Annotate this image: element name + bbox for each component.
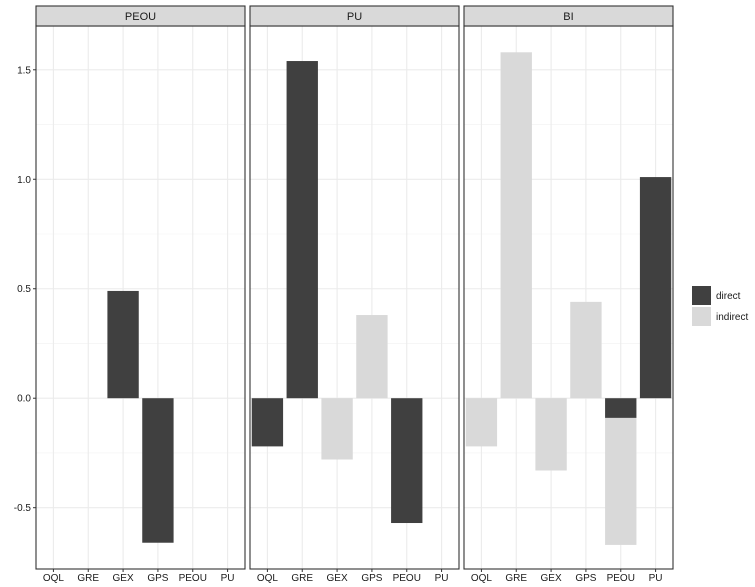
- bar-bi-peou-indirect: [605, 417, 637, 545]
- bar-bi-oql-indirect: [465, 398, 498, 447]
- y-tick-label: 0.0: [17, 394, 31, 405]
- facet-strip-label: BI: [563, 11, 573, 23]
- facet-strip: [35, 5, 246, 27]
- x-tick-label: PU: [649, 573, 663, 584]
- x-tick-label: GRE: [505, 573, 527, 584]
- x-tick-label: GRE: [77, 573, 99, 584]
- x-tick-label: PEOU: [393, 573, 421, 584]
- bar-pu-oql-direct: [251, 398, 284, 447]
- bar-pu-gre-direct: [286, 61, 318, 399]
- x-tick-label: PEOU: [179, 573, 207, 584]
- bar-pu-gex-indirect: [321, 398, 353, 460]
- panel-background: [36, 26, 245, 569]
- legend-key-indirect: [692, 307, 711, 326]
- facet-strip: [463, 5, 674, 27]
- panel-background: [250, 26, 459, 569]
- bar-peou-gex-direct: [107, 290, 139, 399]
- y-tick-label: 1.0: [17, 175, 31, 186]
- panel-background: [464, 26, 673, 569]
- y-tick-label: -0.5: [14, 503, 32, 514]
- x-tick-label: PU: [221, 573, 235, 584]
- x-tick-label: GPS: [361, 573, 382, 584]
- bar-bi-gex-indirect: [535, 398, 567, 471]
- x-tick-label: GEX: [113, 573, 134, 584]
- bar-peou-gps-direct: [142, 398, 174, 543]
- legend-key-direct: [692, 286, 711, 305]
- facet-strip: [249, 5, 460, 27]
- y-tick-label: 0.5: [17, 284, 31, 295]
- legend-label-indirect: indirect: [716, 312, 748, 323]
- facet-strip-label: PU: [347, 11, 362, 23]
- bar-pu-gps-indirect: [356, 315, 388, 399]
- x-tick-label: PU: [435, 573, 449, 584]
- bar-bi-gre-indirect: [500, 52, 532, 399]
- y-tick-label: 1.5: [17, 65, 31, 76]
- bar-bi-peou-direct: [605, 398, 637, 418]
- bar-bi-pu-direct: [639, 177, 672, 399]
- x-tick-label: GPS: [147, 573, 168, 584]
- x-tick-label: OQL: [257, 573, 279, 584]
- bar-bi-gps-indirect: [570, 301, 602, 399]
- x-tick-label: GRE: [291, 573, 313, 584]
- x-tick-label: GEX: [541, 573, 562, 584]
- x-tick-label: GEX: [327, 573, 348, 584]
- facet-strip-label: PEOU: [125, 11, 156, 23]
- x-tick-label: GPS: [575, 573, 596, 584]
- bar-pu-peou-direct: [391, 398, 423, 524]
- x-tick-label: OQL: [43, 573, 65, 584]
- legend-label-direct: direct: [716, 291, 741, 302]
- x-tick-label: PEOU: [607, 573, 635, 584]
- x-tick-label: OQL: [471, 573, 493, 584]
